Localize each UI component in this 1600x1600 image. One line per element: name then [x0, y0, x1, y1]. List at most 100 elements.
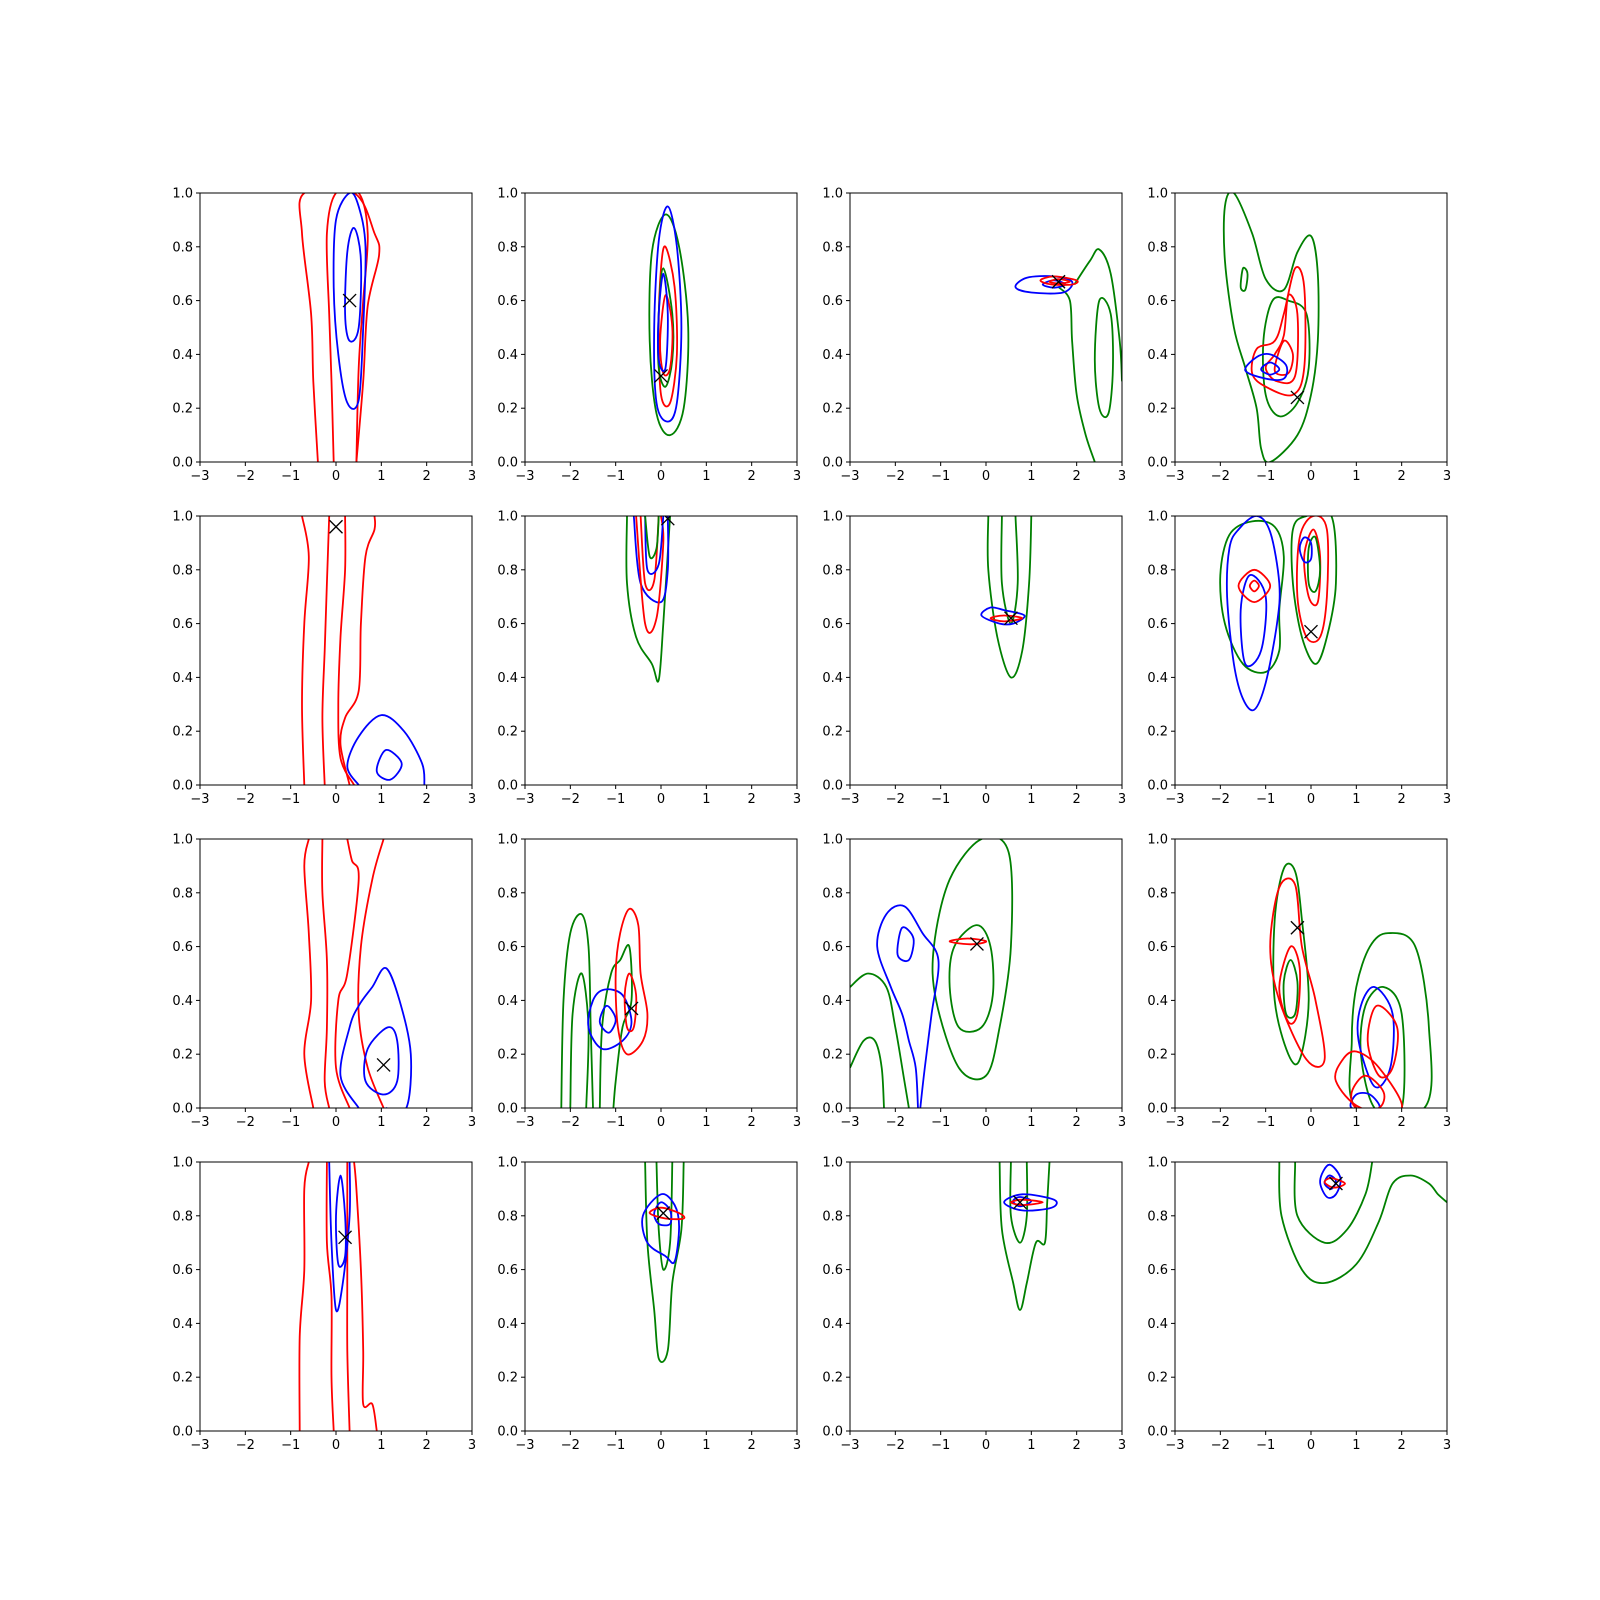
x-tick-label: 0: [982, 792, 990, 807]
y-tick-label: 0.4: [822, 348, 843, 363]
x-tick-label: 2: [1073, 792, 1081, 807]
subplot-r2-c1: −3 −2 −1 0 1 2 3 0.0 0.2 0.4 0.6 0.8 1.0: [172, 510, 476, 808]
x-tick-label: 3: [468, 792, 476, 807]
y-tick-label: 1.0: [497, 833, 518, 848]
x-tick-label: 3: [1118, 1438, 1126, 1453]
y-tick-label: 0.6: [172, 617, 193, 632]
x-tick-label: −2: [236, 1438, 255, 1453]
x-marker-stroke-b: [342, 293, 357, 308]
red-contour-3: [321, 839, 331, 1108]
x-tick-label: −3: [840, 1115, 859, 1130]
y-tick-label: 0.4: [822, 671, 843, 686]
x-tick-label: 3: [468, 1115, 476, 1130]
blue-contour-3: [1003, 1193, 1058, 1212]
y-tick-label: 0.2: [1147, 402, 1168, 417]
x-tick-label: 0: [657, 792, 665, 807]
x-tick-label: −3: [840, 792, 859, 807]
y-tick-label: 0.0: [172, 779, 193, 794]
contour-layer: [560, 907, 649, 1108]
y-tick-label: 1.0: [1147, 1156, 1168, 1171]
subplot-r2-c2: −3 −2 −1 0 1 2 3 0.0 0.2 0.4 0.6 0.8 1.0: [497, 510, 801, 808]
red-contour-4: [1237, 568, 1272, 603]
x-tick-label: −2: [236, 792, 255, 807]
contour-layer: [298, 193, 381, 462]
y-tick-label: 0.2: [497, 1371, 518, 1386]
x-tick-label: 2: [423, 1115, 431, 1130]
contour-layer: [1014, 248, 1122, 462]
y-tick-label: 0.0: [1147, 456, 1168, 471]
y-tick-label: 1.0: [172, 187, 193, 202]
x-tick-label: −1: [606, 792, 625, 807]
red-contour-6: [1273, 339, 1294, 376]
y-tick-label: 0.6: [172, 940, 193, 955]
x-tick-label: −1: [281, 1438, 300, 1453]
y-tick-label: 0.6: [1147, 1263, 1168, 1278]
subplot-r1-c3: −3 −2 −1 0 1 2 3 0.0 0.2 0.4 0.6 0.8 1.0: [822, 187, 1126, 485]
y-tick-label: 0.8: [497, 886, 518, 901]
x-tick-label: 0: [657, 1115, 665, 1130]
red-contour-1: [303, 839, 315, 1108]
x-tick-label: −2: [561, 1115, 580, 1130]
x-marker: [1328, 1176, 1343, 1191]
x-tick-label: 3: [1118, 1115, 1126, 1130]
x-marker-stroke-b: [660, 516, 672, 526]
x-tick-label: 3: [468, 1438, 476, 1453]
x-tick-label: 2: [1398, 1438, 1406, 1453]
x-marker-stroke-b: [1051, 274, 1066, 289]
contour-layer: [303, 839, 413, 1108]
red-contour-7: [948, 937, 988, 946]
contour-layer: [980, 516, 1033, 679]
x-tick-label: −2: [1211, 1115, 1230, 1130]
y-tick-label: 0.6: [497, 294, 518, 309]
x-tick-label: −1: [281, 792, 300, 807]
y-tick-label: 1.0: [822, 510, 843, 525]
x-tick-label: 1: [1027, 469, 1035, 484]
blue-contour-6: [657, 272, 669, 372]
y-tick-label: 1.0: [172, 510, 193, 525]
x-tick-label: 0: [657, 469, 665, 484]
y-tick-label: 0.8: [172, 1209, 193, 1224]
x-marker-stroke-b: [624, 1001, 639, 1016]
y-tick-label: 0.8: [497, 240, 518, 255]
red-contour-4: [334, 839, 360, 1108]
y-tick-label: 1.0: [822, 833, 843, 848]
y-tick-label: 0.2: [172, 402, 193, 417]
red-contour-10: [1334, 1050, 1403, 1108]
blue-contour-3: [1319, 1163, 1342, 1199]
axes-frame: [849, 1161, 1123, 1432]
blue-contour-2: [653, 205, 683, 423]
x-tick-label: 2: [748, 1438, 756, 1453]
x-tick-label: 3: [1443, 469, 1451, 484]
x-tick-label: −3: [515, 1115, 534, 1130]
y-tick-label: 0.6: [822, 940, 843, 955]
x-tick-label: 0: [1307, 1438, 1315, 1453]
red-contour-3: [321, 516, 331, 785]
green-contour-3: [1093, 297, 1114, 419]
red-contour-5: [659, 294, 674, 377]
blue-contour-4: [344, 227, 363, 343]
red-contour-1: [301, 516, 310, 785]
green-contour-6: [1290, 516, 1338, 665]
y-tick-label: 1.0: [497, 510, 518, 525]
blue-contour-10: [1298, 536, 1313, 564]
x-tick-label: −2: [886, 469, 905, 484]
green-contour-4: [1282, 959, 1299, 1019]
x-tick-label: −2: [886, 1438, 905, 1453]
green-contour-9: [1306, 535, 1321, 593]
green-contour-5: [1348, 932, 1433, 1108]
y-tick-label: 0.2: [822, 1371, 843, 1386]
x-marker-stroke-b: [1290, 920, 1305, 935]
x-tick-label: 1: [1027, 792, 1035, 807]
x-tick-label: 1: [1027, 1438, 1035, 1453]
y-tick-label: 0.2: [497, 402, 518, 417]
y-tick-label: 0.6: [172, 1263, 193, 1278]
x-tick-label: −1: [281, 469, 300, 484]
red-contour-4: [346, 1162, 351, 1431]
x-marker: [660, 516, 675, 526]
blue-contour-5: [598, 1004, 617, 1034]
x-marker-stroke-b: [1003, 611, 1018, 626]
x-tick-label: −2: [236, 1115, 255, 1130]
y-tick-label: 1.0: [822, 1156, 843, 1171]
x-tick-label: 0: [1307, 1115, 1315, 1130]
red-contour-11: [1350, 1074, 1386, 1108]
